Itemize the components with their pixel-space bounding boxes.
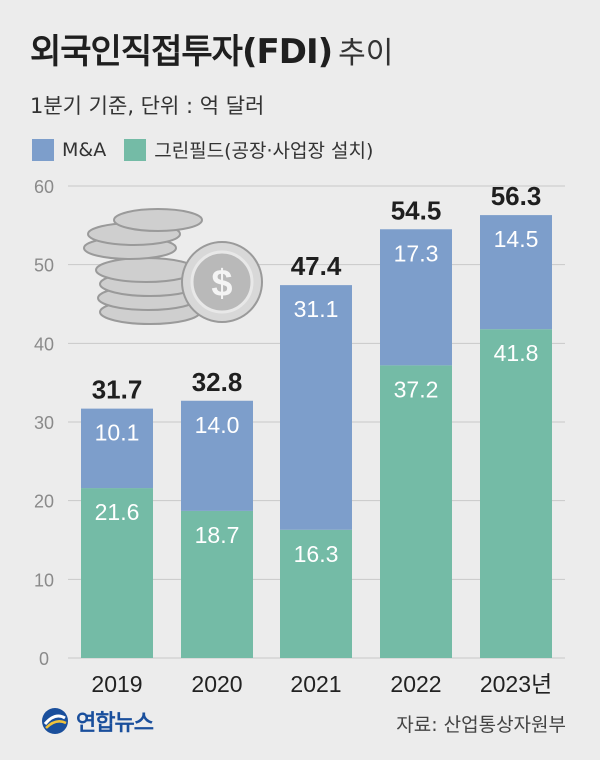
data-label-ma: 17.3 [394,240,439,266]
bar-ma [380,229,452,366]
data-label-greenfield: 18.7 [195,522,240,548]
bar-ma [280,285,352,530]
legend-label-ma: M&A [62,138,107,161]
data-label-greenfield: 37.2 [394,376,439,402]
data-label-ma: 14.0 [195,412,240,438]
bar-ma [81,408,153,489]
data-label-greenfield: 41.8 [494,340,539,366]
bar-greenfield [280,529,352,658]
y-tick-label: 0 [39,649,49,669]
y-tick-label: 10 [34,570,54,590]
y-tick-label: 20 [34,492,54,512]
title-main: 외국인직접투자(FDI) [30,32,333,72]
bar-greenfield [480,329,552,658]
y-tick-label: 60 [34,177,54,197]
chart-subtitle: 1분기 기준, 단위 : 억 달러 [30,94,265,118]
source-note: 자료: 산업통상자원부 [396,714,566,736]
title-suffix: 추이 [338,36,394,71]
total-label: 56.3 [491,181,542,211]
bar-ma [181,400,253,511]
y-tick-label: 30 [34,413,54,433]
y-tick-label: 40 [34,334,54,354]
logo: 연합뉴스 [40,705,154,737]
data-label-ma: 14.5 [494,226,539,252]
legend-label-greenfield: 그린필드(공장·사업장 설치) [154,140,374,162]
legend: M&A 그린필드(공장·사업장 설치) [32,136,373,163]
total-label: 31.7 [92,375,143,405]
x-category-label: 2021 [290,671,341,697]
x-category-label: 2023년 [480,671,552,697]
data-label-greenfield: 21.6 [95,499,140,525]
bar-greenfield [81,488,153,658]
total-label: 32.8 [192,367,243,397]
coin-stack-icon: $ [83,208,263,325]
legend-item-greenfield: 그린필드(공장·사업장 설치) [124,136,373,163]
legend-swatch-greenfield [124,138,147,161]
x-category-label: 2019 [91,671,142,697]
data-label-ma: 31.1 [294,296,339,322]
data-label-greenfield: 16.3 [294,541,339,567]
bar-ma [480,215,552,330]
chart-title: 외국인직접투자(FDI) 추이 [30,24,393,73]
bar-greenfield [181,510,253,658]
dollar-symbol: $ [211,263,232,305]
y-tick-label: 50 [34,256,54,276]
x-category-label: 2022 [390,671,441,697]
globe-logo-icon [42,708,68,734]
x-category-label: 2020 [191,671,242,697]
data-label-ma: 10.1 [95,420,140,446]
legend-swatch-ma [32,138,54,161]
labels-layer: 21.6 10.1 31.7 2019 18.7 14.0 32.8 2020 16.3 31.1… [91,181,552,697]
legend-item-ma: M&A [32,138,107,161]
bars-layer [81,215,552,658]
total-label: 54.5 [391,195,442,225]
total-label: 47.4 [291,251,342,281]
bar-greenfield [380,365,452,658]
logo-text: 연합뉴스 [76,711,154,736]
